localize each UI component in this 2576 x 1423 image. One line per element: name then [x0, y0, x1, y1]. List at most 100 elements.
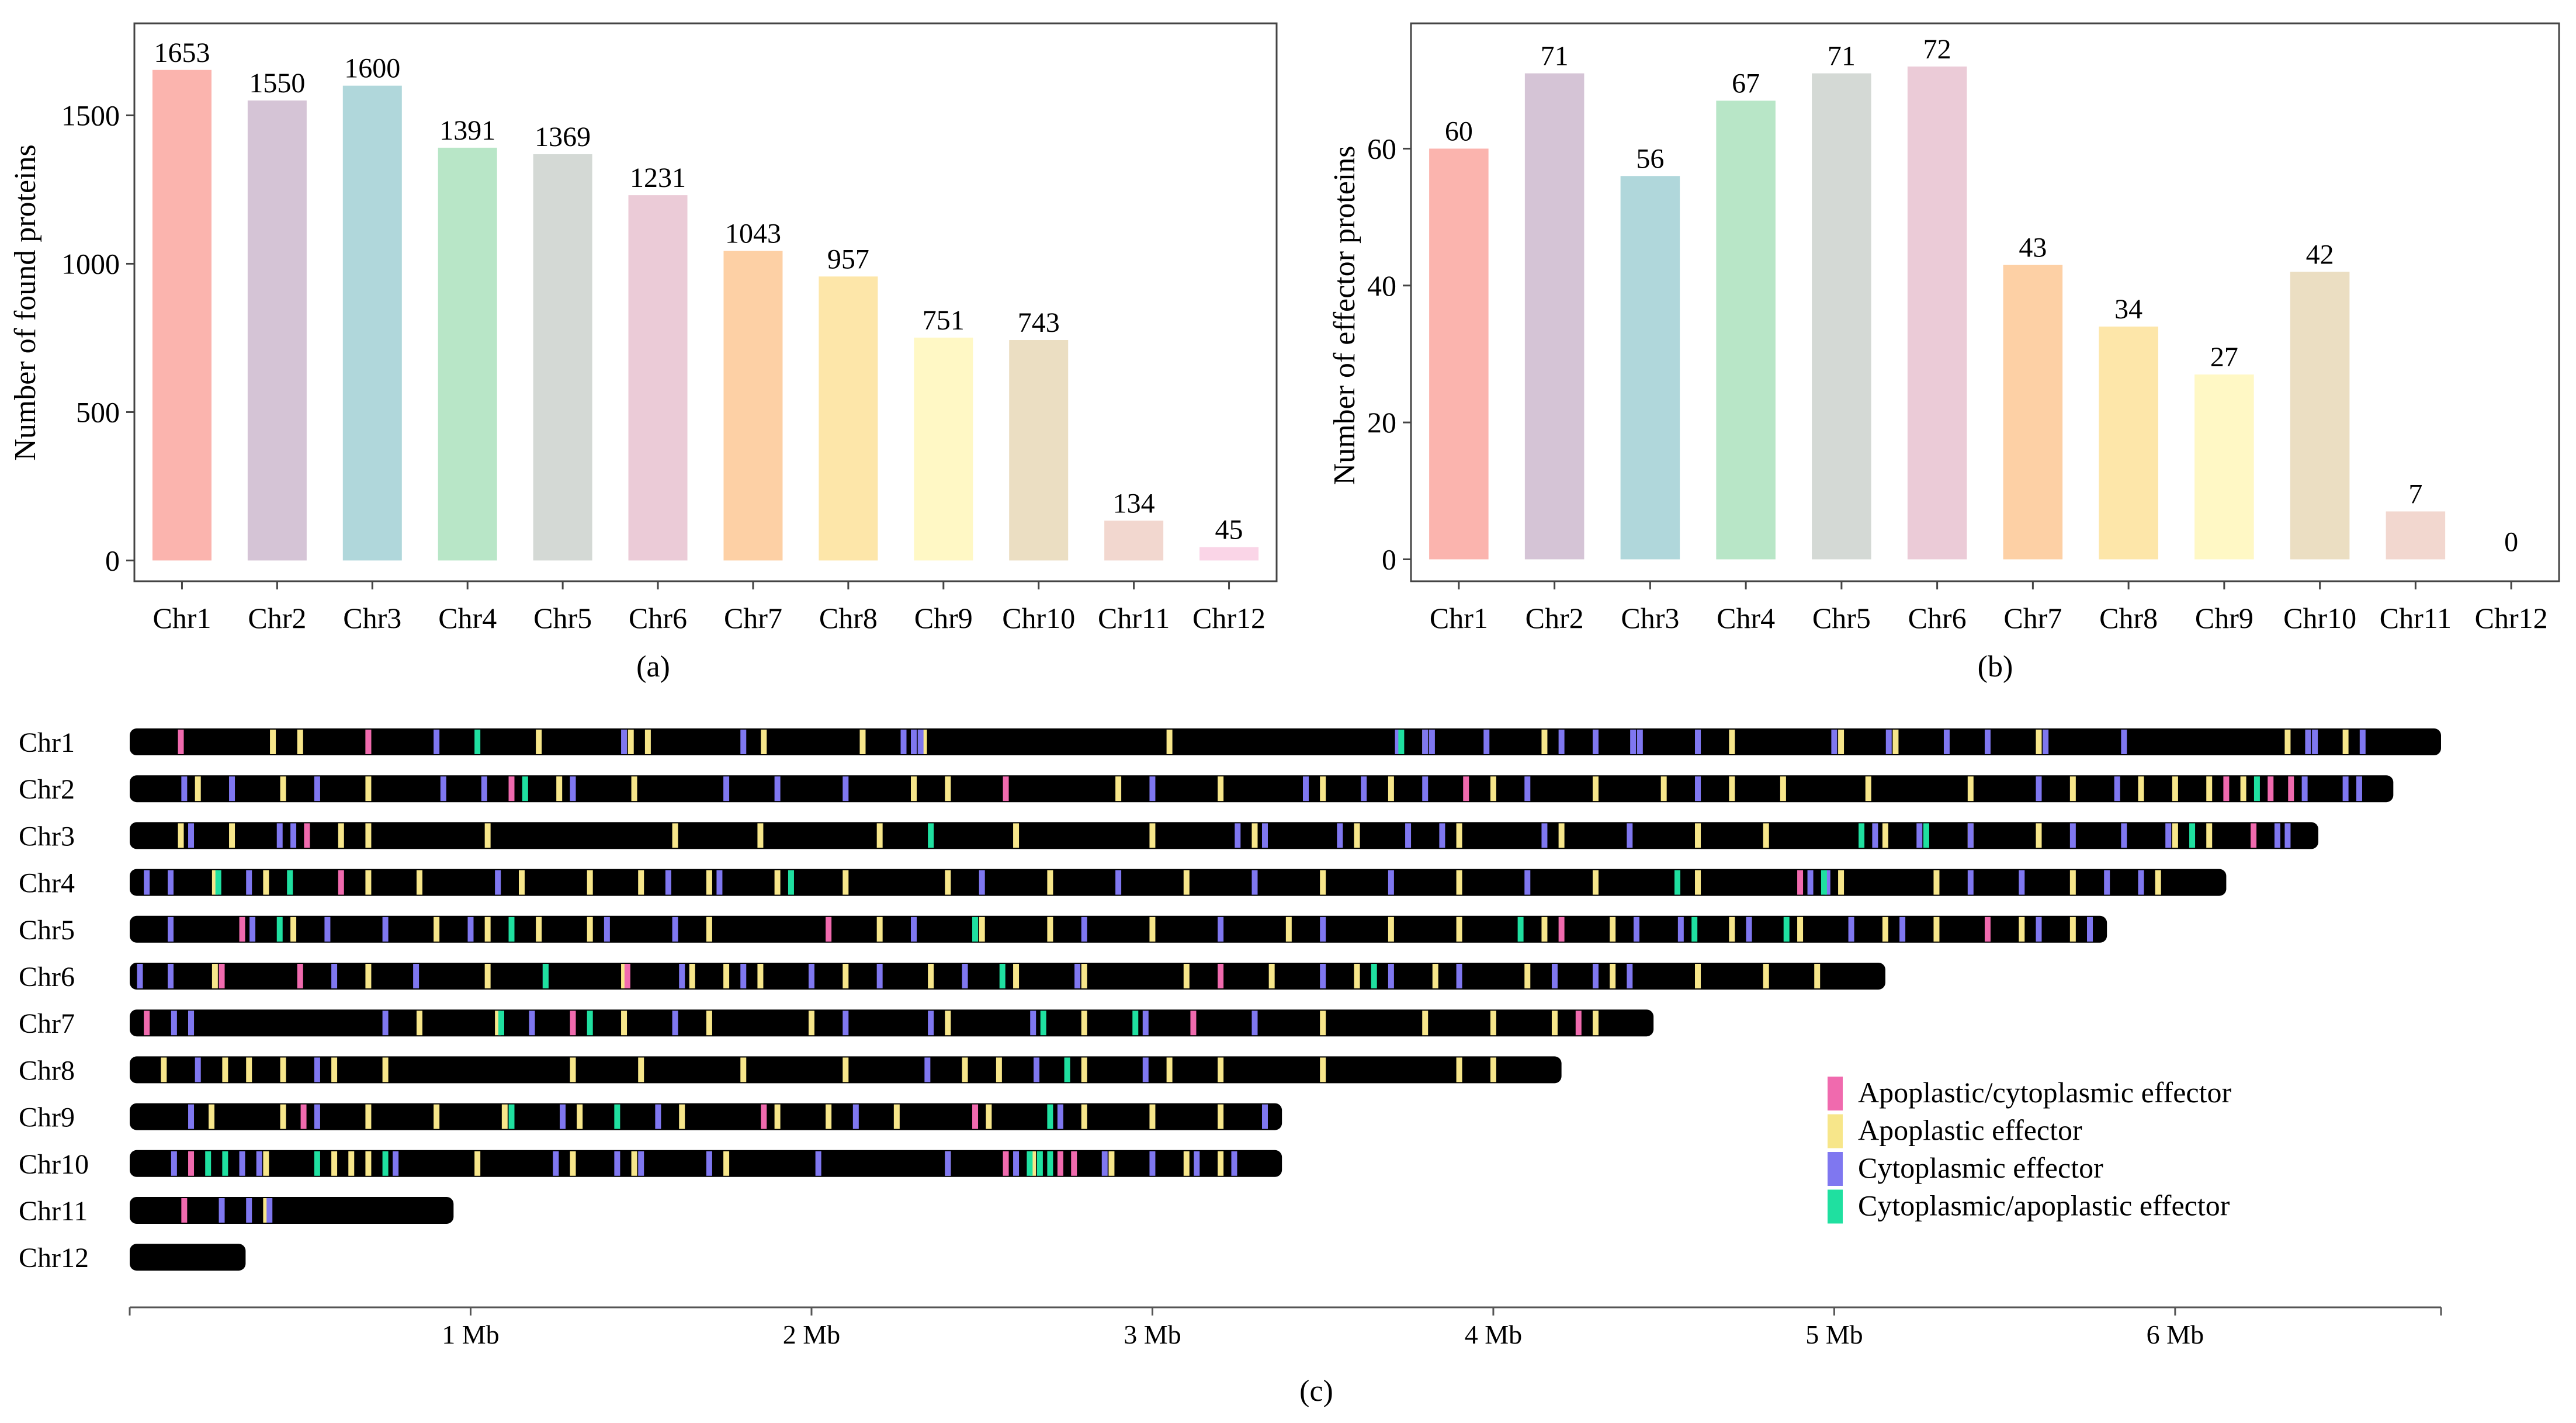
panel-b-ytick-label: 20 — [1367, 406, 1396, 439]
effector-marker-cytoplasmic — [1943, 730, 1950, 754]
effector-marker-apoplastic — [1490, 776, 1496, 801]
effector-marker-apoplastic — [1838, 870, 1845, 895]
effector-marker-apoplastic — [434, 1104, 440, 1129]
effector-marker-apoplastic — [1354, 964, 1360, 988]
panel-b-label: (b) — [1978, 650, 2013, 683]
panel-a-xtick-label-chr1: Chr1 — [152, 602, 211, 634]
effector-marker-cytoplasmic — [434, 730, 440, 754]
effector-marker-apoplastic — [1354, 823, 1360, 848]
effector-marker-apoplastic — [631, 1151, 637, 1176]
panel-b-value-label-chr12: 0 — [2504, 527, 2518, 558]
effector-marker-cytoplasmic-apoplastic — [1040, 1011, 1046, 1036]
effector-marker-apoplastic — [178, 823, 184, 848]
effector-marker-apoplastic — [577, 1104, 583, 1129]
chromosome-bar-chr1 — [130, 728, 2441, 755]
effector-marker-cytoplasmic — [604, 917, 610, 942]
effector-marker-apoplastic — [570, 1151, 576, 1176]
effector-marker-cytoplasmic — [1115, 870, 1122, 895]
panel-b-xtick-label-chr5: Chr5 — [1812, 602, 1871, 634]
effector-marker-cytoplasmic — [808, 964, 814, 988]
effector-marker-apoplastic — [644, 730, 651, 754]
effector-marker-cytoplasmic — [2114, 776, 2120, 801]
effector-marker-cytoplasmic — [1149, 776, 1156, 801]
effector-marker-cytoplasmic — [1218, 917, 1224, 942]
effector-marker-cytoplasmic — [137, 964, 143, 988]
effector-marker-apoplastic — [986, 1104, 992, 1129]
panel-b-xtick-label-chr3: Chr3 — [1621, 602, 1679, 634]
effector-marker-apoplastic — [1320, 870, 1326, 895]
chromosome-map-legend: Apoplastic/cytoplasmic effector Apoplasti… — [1828, 1076, 2231, 1224]
effector-marker-cytoplasmic-apoplastic — [1027, 1151, 1033, 1176]
effector-marker-cytoplasmic — [679, 964, 685, 988]
effector-marker-apoplastic — [1456, 917, 1462, 942]
effector-marker-apoplastic — [1592, 776, 1599, 801]
chromosome-bar-chr9 — [130, 1103, 1282, 1130]
effector-marker-cytoplasmic — [467, 917, 474, 942]
effector-marker-cytoplasmic — [2069, 823, 2076, 848]
effector-marker-apoplastic — [1695, 823, 1701, 848]
effector-marker-apoplastic — [1047, 870, 1053, 895]
panel-a-xtick-label-chr10: Chr10 — [1002, 602, 1075, 634]
effector-marker-cytoplasmic — [1149, 1151, 1156, 1176]
effector-marker-cytoplasmic — [1831, 730, 1837, 754]
panel-b-xtick-label-chr6: Chr6 — [1908, 602, 1967, 634]
legend-label-cytoplasmic: Cytoplasmic effector — [1858, 1151, 2103, 1184]
effector-marker-apoplastic — [280, 1057, 286, 1082]
effector-marker-cytoplasmic — [188, 823, 195, 848]
effector-marker-cytoplasmic — [2036, 917, 2042, 942]
effector-marker-cytoplasmic — [440, 776, 446, 801]
effector-marker-cytoplasmic — [246, 870, 252, 895]
effector-marker-cytoplasmic — [413, 964, 419, 988]
effector-marker-apoplastic — [212, 964, 218, 988]
panel-a-xtick-label-chr12: Chr12 — [1192, 602, 1266, 634]
effector-marker-apoplastic — [536, 917, 542, 942]
effector-marker-cytoplasmic — [1524, 776, 1531, 801]
effector-marker-apoplastic — [979, 917, 985, 942]
effector-marker-apoplastic — [331, 1057, 338, 1082]
panel-a-ytick-label: 500 — [76, 395, 120, 428]
chromosome-row-chr12: Chr12 — [19, 1242, 246, 1273]
effector-marker-apoplastic-cytoplasmic — [761, 1104, 767, 1129]
effector-marker-cytoplasmic — [852, 1104, 859, 1129]
chromosome-row-chr11: Chr11 — [19, 1196, 454, 1227]
effector-marker-apoplastic — [1251, 823, 1258, 848]
effector-marker-apoplastic — [1780, 776, 1786, 801]
effector-marker-apoplastic — [1218, 776, 1224, 801]
effector-marker-cytoplasmic — [2043, 730, 2049, 754]
effector-marker-cytoplasmic-apoplastic — [788, 870, 794, 895]
chromosome-bar-chr6 — [130, 963, 1885, 990]
panel-b-xtick-label-chr9: Chr9 — [2195, 602, 2253, 634]
effector-marker-cytoplasmic — [1388, 870, 1394, 895]
effector-marker-apoplastic — [416, 870, 422, 895]
effector-marker-apoplastic — [1660, 776, 1667, 801]
effector-marker-cytoplasmic — [1633, 917, 1639, 942]
effector-marker-apoplastic — [928, 964, 934, 988]
effector-marker-apoplastic — [843, 964, 849, 988]
effector-marker-apoplastic — [365, 964, 372, 988]
effector-marker-cytoplasmic — [621, 730, 627, 754]
effector-marker-cytoplasmic — [1592, 730, 1599, 754]
panel-a-bar-chr5 — [533, 154, 592, 561]
effector-marker-cytoplasmic — [1142, 1057, 1149, 1082]
effector-marker-cytoplasmic — [256, 1151, 262, 1176]
effector-marker-cytoplasmic-apoplastic — [382, 1151, 389, 1176]
chromosome-map-xtick-label: 5 Mb — [1805, 1320, 1863, 1349]
effector-marker-apoplastic — [1183, 870, 1190, 895]
panel-a-xtick-label-chr7: Chr7 — [724, 602, 782, 634]
effector-marker-apoplastic-cytoplasmic — [570, 1011, 576, 1036]
effector-marker-cytoplasmic — [1872, 823, 1878, 848]
effector-marker-apoplastic — [348, 1151, 355, 1176]
effector-marker-cytoplasmic-apoplastic — [614, 1104, 620, 1129]
effector-marker-apoplastic — [1892, 730, 1899, 754]
effector-marker-apoplastic — [1729, 776, 1735, 801]
effector-marker-cytoplasmic — [706, 1151, 712, 1176]
panel-a-xtick-label-chr2: Chr2 — [248, 602, 306, 634]
effector-marker-apoplastic — [570, 1057, 576, 1082]
effector-marker-cytoplasmic — [1395, 730, 1401, 754]
panel-a-value-label-chr5: 1369 — [535, 122, 591, 152]
panel-a-value-label-chr8: 957 — [827, 244, 869, 275]
effector-marker-apoplastic — [519, 870, 525, 895]
effector-marker-cytoplasmic-apoplastic — [276, 917, 283, 942]
effector-marker-cytoplasmic — [2274, 823, 2280, 848]
effector-marker-apoplastic — [761, 730, 767, 754]
